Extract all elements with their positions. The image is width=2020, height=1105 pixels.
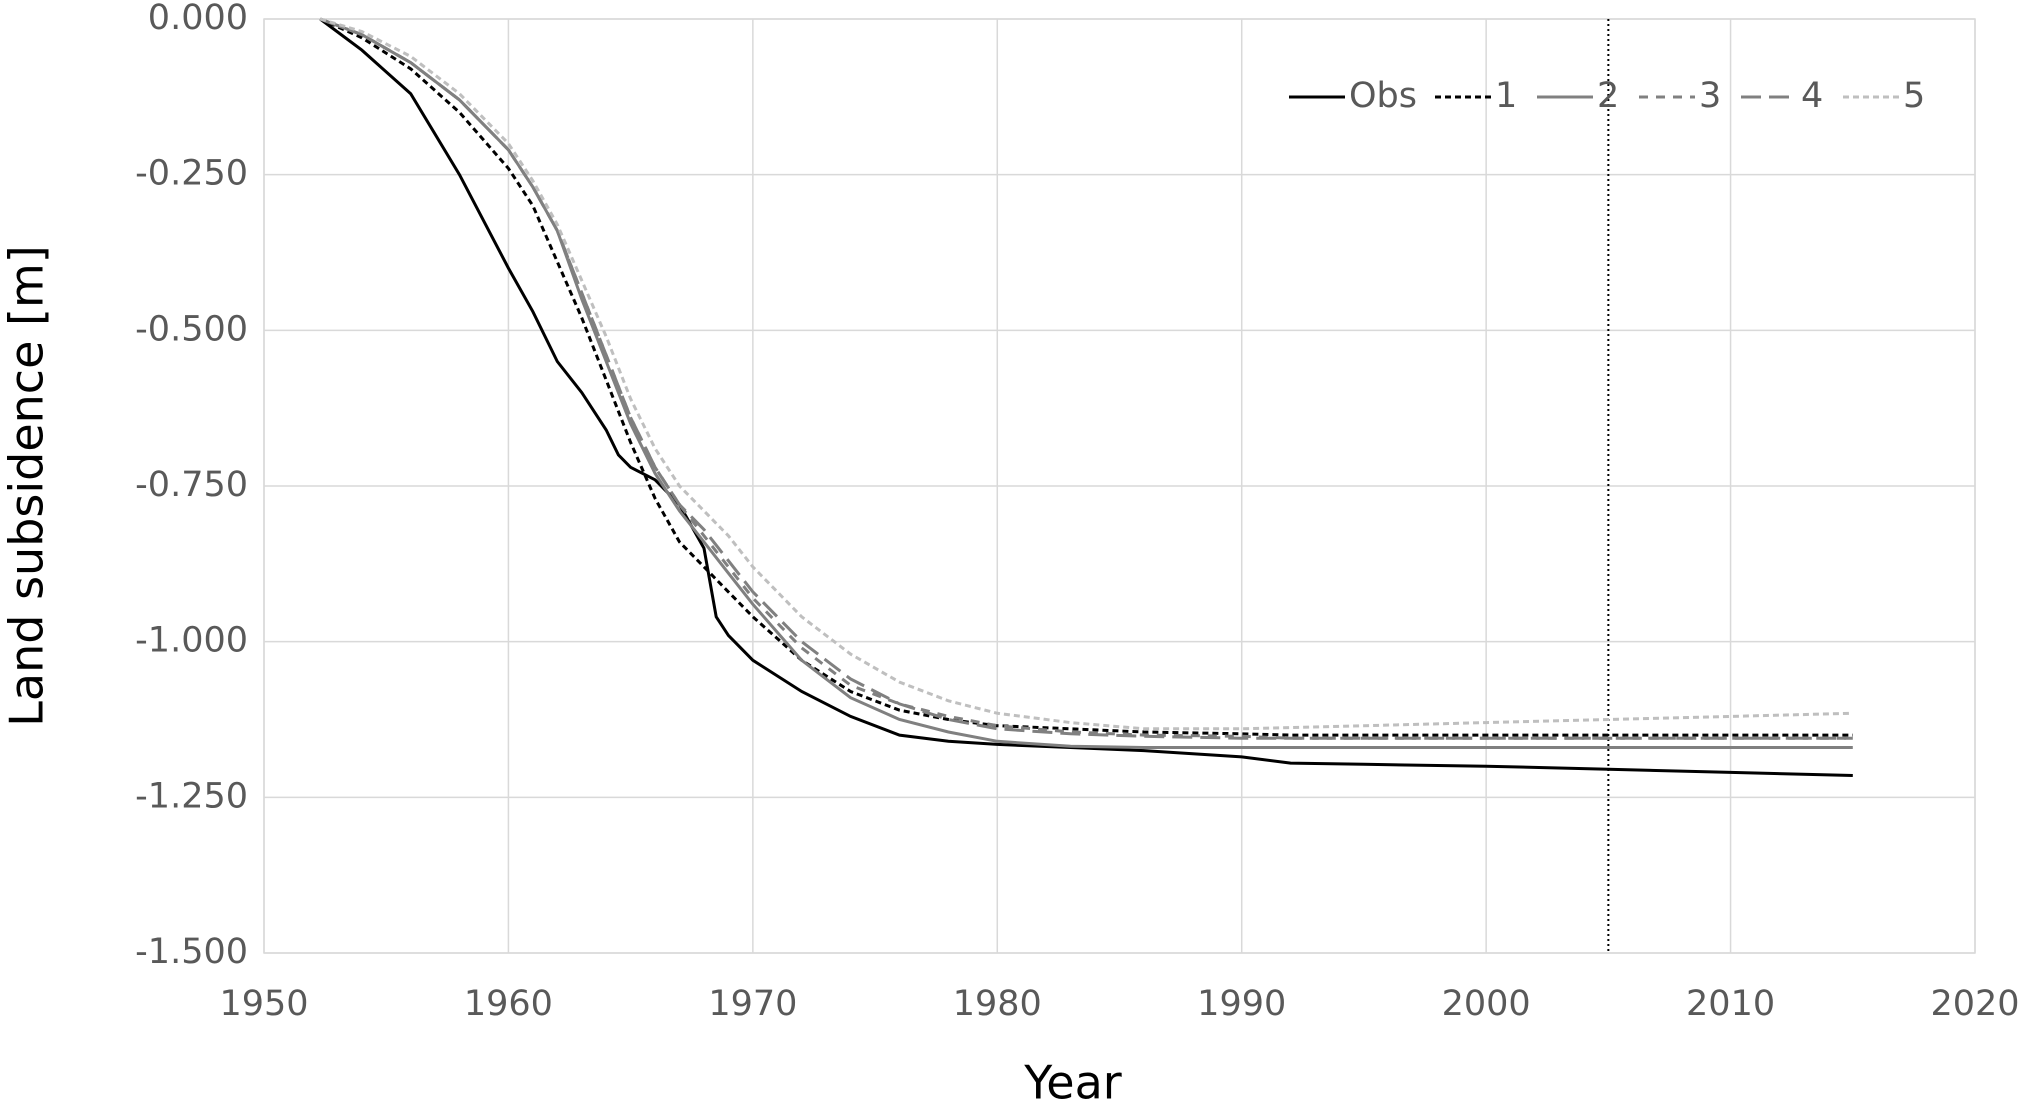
y-tick-label: -0.250 (135, 154, 248, 194)
x-tick-label: 1950 (219, 984, 308, 1024)
x-tick-label: 1970 (708, 984, 797, 1024)
x-tick-label: 2000 (1442, 984, 1531, 1024)
y-tick-label: -1.250 (135, 776, 248, 816)
legend-label: 2 (1597, 76, 1619, 116)
x-tick-label: 1980 (953, 984, 1042, 1024)
y-axis-title: Land subsidence [m] (0, 245, 54, 726)
series-line (319, 17, 1853, 777)
y-tick-label: -0.750 (135, 465, 248, 505)
series-line (319, 17, 1853, 740)
series-line (319, 17, 1853, 731)
x-axis-title: Year (1023, 1056, 1121, 1105)
series-line (319, 17, 1853, 737)
x-tick-label: 1990 (1197, 984, 1286, 1024)
y-tick-label: 0.000 (148, 0, 248, 38)
legend-label: Obs (1349, 76, 1417, 116)
y-tick-label: -0.500 (135, 309, 248, 349)
series-line (319, 17, 1853, 740)
y-tick-label: -1.500 (135, 932, 248, 972)
x-tick-label: 1960 (464, 984, 553, 1024)
x-tick-label: 2020 (1930, 984, 2019, 1024)
y-tick-label: -1.000 (135, 621, 248, 661)
series-line (319, 17, 1853, 749)
legend-label: 3 (1699, 76, 1721, 116)
legend-label: 4 (1801, 76, 1823, 116)
x-tick-label: 2010 (1686, 984, 1775, 1024)
legend-label: 1 (1495, 76, 1517, 116)
legend-label: 5 (1903, 76, 1925, 116)
